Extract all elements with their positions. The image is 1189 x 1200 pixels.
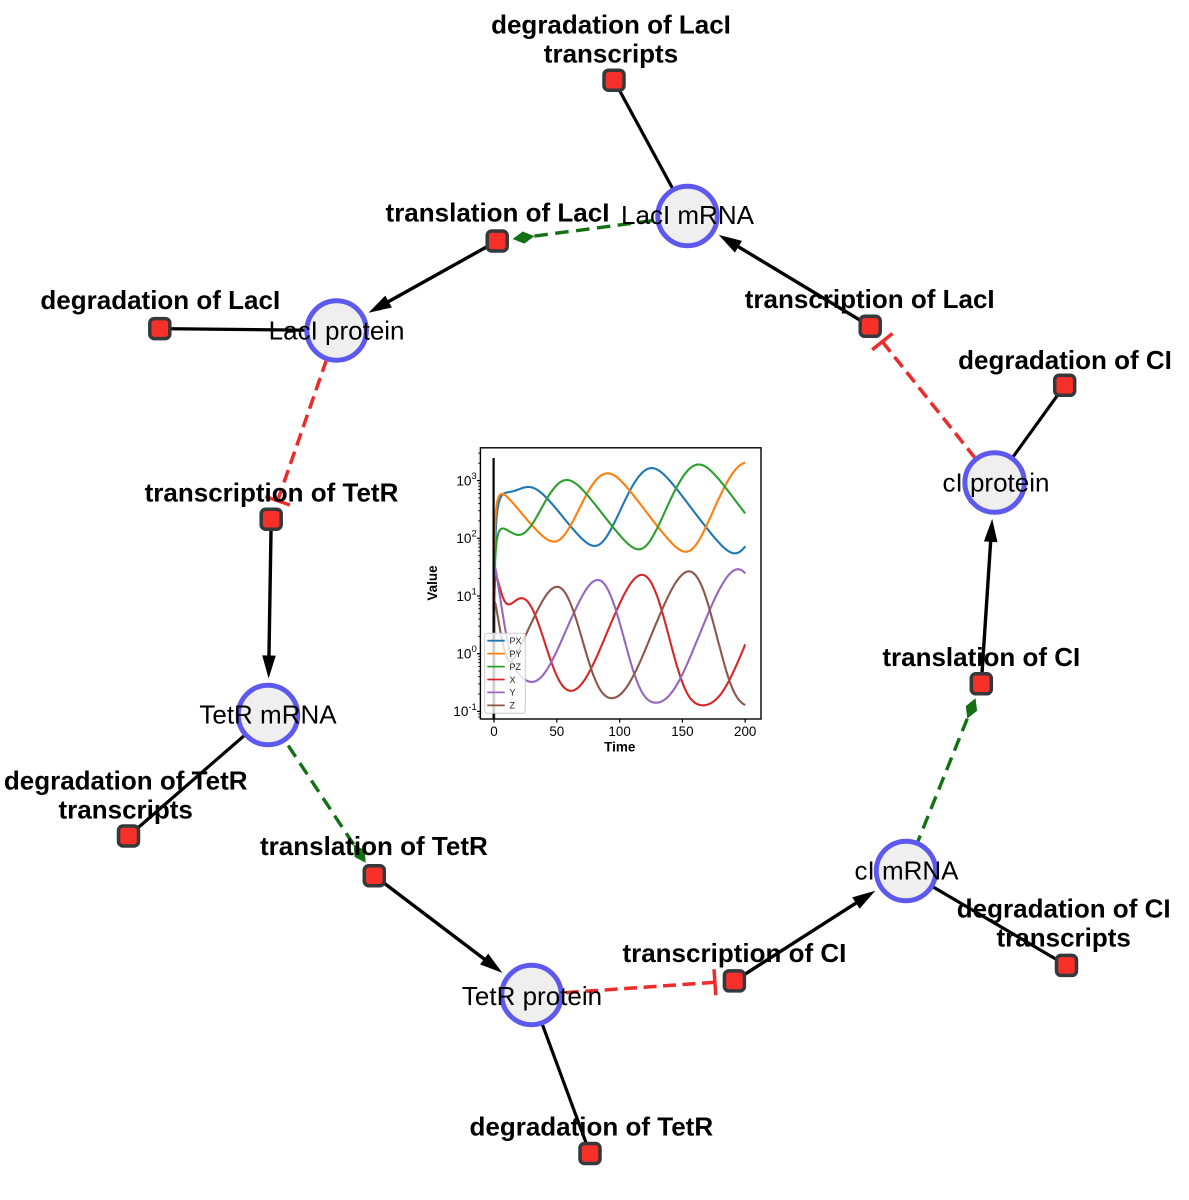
svg-text:150: 150	[671, 724, 693, 739]
svg-text:TetR protein: TetR protein	[462, 981, 602, 1011]
svg-text:transcripts: transcripts	[59, 794, 193, 824]
svg-text:Value: Value	[425, 565, 440, 601]
svg-text:10: 10	[453, 704, 469, 719]
svg-text:PX: PX	[510, 636, 522, 646]
svg-text:10: 10	[456, 589, 472, 604]
svg-text:100: 100	[608, 724, 630, 739]
svg-text:10: 10	[456, 647, 472, 662]
svg-text:transcription of TetR: transcription of TetR	[145, 478, 399, 508]
svg-text:Time: Time	[604, 740, 636, 755]
svg-text:PY: PY	[510, 649, 522, 659]
svg-text:transcription of LacI: transcription of LacI	[745, 284, 995, 314]
svg-text:50: 50	[549, 724, 564, 739]
svg-text:LacI protein: LacI protein	[269, 316, 405, 346]
svg-text:degradation of CI: degradation of CI	[958, 345, 1172, 375]
svg-text:Y: Y	[510, 688, 516, 698]
svg-text:10: 10	[456, 473, 472, 488]
svg-text:X: X	[510, 675, 516, 685]
svg-text:cI mRNA: cI mRNA	[855, 856, 960, 886]
svg-text:Z: Z	[510, 701, 516, 711]
svg-text:degradation of LacI: degradation of LacI	[491, 9, 731, 39]
svg-text:degradation of CI: degradation of CI	[957, 893, 1171, 923]
svg-text:2: 2	[472, 529, 477, 540]
svg-text:transcripts: transcripts	[544, 38, 678, 68]
svg-text:translation of LacI: translation of LacI	[386, 198, 610, 228]
svg-text:10: 10	[456, 531, 472, 546]
svg-text:3: 3	[472, 471, 477, 482]
svg-text:200: 200	[734, 724, 756, 739]
svg-text:LacI mRNA: LacI mRNA	[621, 200, 755, 230]
svg-text:translation of CI: translation of CI	[882, 642, 1080, 672]
svg-text:TetR mRNA: TetR mRNA	[199, 699, 337, 729]
svg-text:degradation of TetR: degradation of TetR	[469, 1111, 713, 1141]
svg-text:1: 1	[472, 586, 477, 597]
svg-text:cI protein: cI protein	[943, 468, 1050, 498]
svg-text:degradation of LacI: degradation of LacI	[40, 285, 280, 315]
svg-text:PZ: PZ	[510, 662, 522, 672]
svg-text:transcripts: transcripts	[997, 922, 1131, 952]
svg-text:transcription of CI: transcription of CI	[622, 938, 846, 968]
svg-text:0: 0	[490, 724, 497, 739]
svg-text:degradation of TetR: degradation of TetR	[4, 765, 248, 795]
svg-text:0: 0	[472, 644, 477, 655]
svg-text:translation of TetR: translation of TetR	[260, 831, 488, 861]
svg-text:-1: -1	[468, 702, 476, 713]
